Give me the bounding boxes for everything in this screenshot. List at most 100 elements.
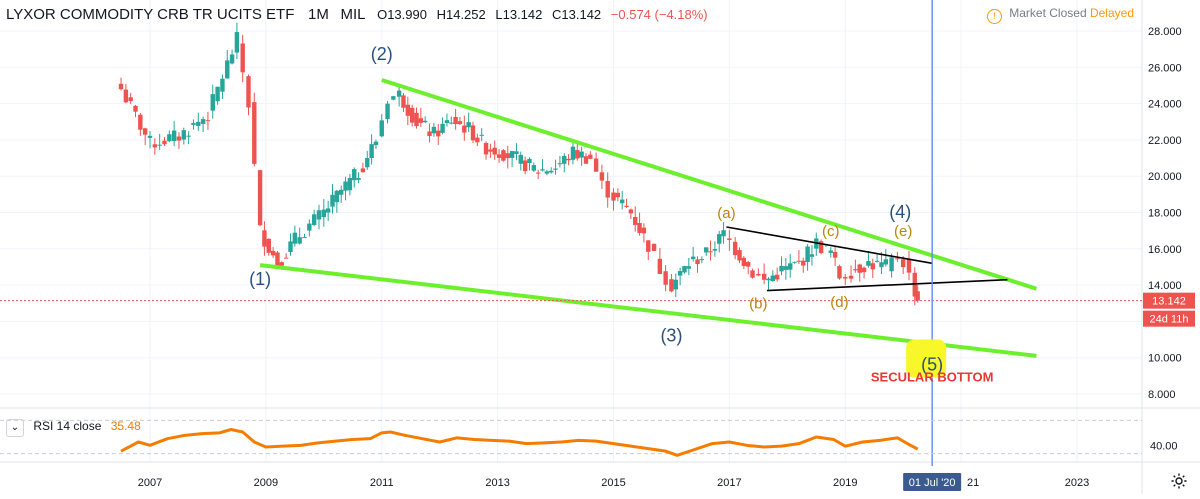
candle-body [147,135,153,138]
candle-body [440,123,445,133]
candle-body [142,128,148,135]
candle-body [593,158,599,172]
candle-body [321,209,327,218]
wave-5-label: (5) [921,354,943,374]
candle-body [518,154,523,164]
candle-body [369,144,374,159]
countdown-badge-bg [1143,310,1195,327]
candle-body [152,144,158,148]
time-tick-label: 21 [967,477,979,489]
candle-body [128,97,133,102]
candle-body [191,122,196,125]
candle-body [457,121,463,125]
low-value: L13.142 [495,7,543,22]
symbol-title[interactable]: LYXOR COMMODITY CRB TR UCITS ETF [6,6,295,23]
candle-body [262,230,267,247]
candle-body [611,192,616,201]
rsi-label[interactable]: RSI 14 close [33,419,102,433]
price-tick-label: 18.000 [1148,208,1182,220]
candle-body [462,125,467,133]
candle-body [686,266,692,269]
candle-body [805,246,810,262]
candle-body [695,259,700,265]
candle-body [171,130,177,142]
candle-body [501,150,506,161]
candle-body [900,259,906,268]
time-tick-label: 2011 [370,477,394,489]
wave-d-label: (d) [830,294,848,311]
candle-body [118,83,124,90]
candle-body [690,256,696,260]
candle-body [356,177,361,180]
candle-body [682,266,687,273]
candle-body [210,94,215,111]
candle-body [579,151,584,158]
candle-body [712,249,718,251]
candle-body [774,274,780,280]
candle-body [246,76,251,108]
date-badge-label: 01 Jul '20 [909,477,956,489]
annotations: (1) (2) (3) (4) (a) (b) (c) (d) (e) (5)SECULAR BO… [249,44,993,384]
high-value: H14.252 [436,7,486,22]
candle-body [488,149,493,152]
candle-body [373,141,379,146]
candle-body [423,120,428,123]
price-badge-bg [1143,292,1195,309]
candle-body [527,158,532,164]
wave-5-highlight [906,339,947,378]
candle-body [870,263,875,270]
candle-body [741,257,747,267]
candle-body [792,261,797,263]
time-tick-label: 2007 [138,477,162,489]
candle-body [857,264,862,273]
gear-icon[interactable] [1170,472,1188,490]
candle-body [746,262,751,267]
candle-body [157,144,162,146]
candle-body [316,210,322,220]
candle-body [279,262,285,266]
candle-body [396,90,402,97]
close-value: C13.142 [552,7,602,22]
price-tick-label: 28.000 [1148,26,1182,38]
candle-body [436,130,441,137]
candle-body [544,171,550,174]
triangle-upper-line [726,226,933,265]
candle-body [874,260,880,262]
candle-body [727,238,732,240]
wave-1-label: (1) [249,269,271,289]
candle-body [883,259,889,265]
candle-body [453,116,458,124]
price-tick-label: 10.000 [1148,353,1182,365]
candle-body [167,134,172,142]
candle-body [619,199,625,204]
alert-circle-icon[interactable]: ! [986,9,1002,24]
candle-body [270,250,276,256]
candle-body [391,96,396,100]
wave-c-label: (c) [822,223,840,240]
rsi-header: ⌄ RSI 14 close 35.48 [6,419,141,437]
candle-body [401,95,406,108]
channel-lower-line [259,263,1037,358]
candle-body [732,241,738,256]
candle-body [895,258,900,260]
candle-body [651,243,657,251]
candle-body [818,241,824,253]
price-tick-label: 8.000 [1148,389,1176,401]
time-tick-label: 2013 [485,477,509,489]
candle-body [553,168,558,170]
rsi-tick-label: 40.00 [1150,440,1178,452]
triangle-lower-line [766,278,1008,292]
candle-body [540,169,545,171]
time-tick-label: 2017 [717,477,741,489]
candle-body [492,147,497,155]
candle-body [479,134,484,136]
candle-body [535,172,541,174]
interval-label[interactable]: 1M [307,6,329,23]
candle-body [431,126,437,134]
price-tick-label: 24.000 [1148,99,1182,111]
candle-body [906,259,912,273]
collapse-chevron-icon[interactable]: ⌄ [6,419,24,437]
candle-body [123,89,129,103]
